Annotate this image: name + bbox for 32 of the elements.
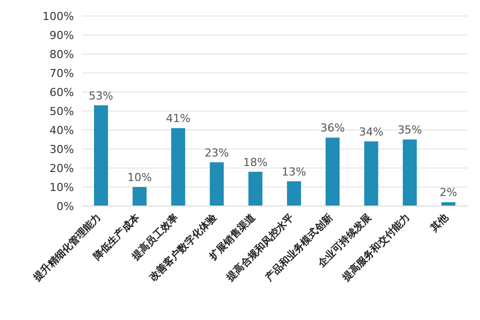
bar — [402, 140, 417, 206]
bar — [210, 162, 224, 206]
y-tick-label: 80% — [50, 48, 74, 61]
bar — [248, 172, 262, 206]
bar — [326, 138, 340, 206]
bar — [287, 181, 301, 206]
x-tick-label: 其他 — [427, 210, 452, 235]
bar — [364, 141, 378, 206]
y-tick-label: 20% — [50, 162, 74, 175]
data-label: 23% — [204, 146, 230, 160]
y-tick-label: 70% — [50, 66, 74, 80]
y-tick-label: 60% — [50, 86, 74, 99]
bar — [441, 202, 456, 206]
y-tick-label: 10% — [50, 180, 74, 194]
y-tick-label: 50% — [50, 104, 74, 118]
y-tick-label: 90% — [50, 28, 74, 42]
data-label: 53% — [88, 89, 114, 102]
y-tick-label: 30% — [50, 142, 74, 156]
bar — [171, 128, 186, 206]
data-label: 41% — [166, 112, 190, 126]
data-label: 10% — [127, 171, 152, 184]
data-label: 18% — [243, 156, 268, 169]
y-tick-label: 40% — [50, 124, 74, 137]
bar — [132, 187, 147, 206]
data-label: 13% — [282, 165, 306, 178]
data-label: 36% — [320, 122, 345, 135]
y-tick-label: 100% — [42, 10, 74, 23]
data-label: 34% — [358, 125, 384, 138]
data-label: 35% — [398, 124, 422, 136]
bar — [94, 105, 108, 206]
y-tick-label: 0% — [56, 200, 74, 213]
data-label: 2% — [440, 186, 458, 200]
